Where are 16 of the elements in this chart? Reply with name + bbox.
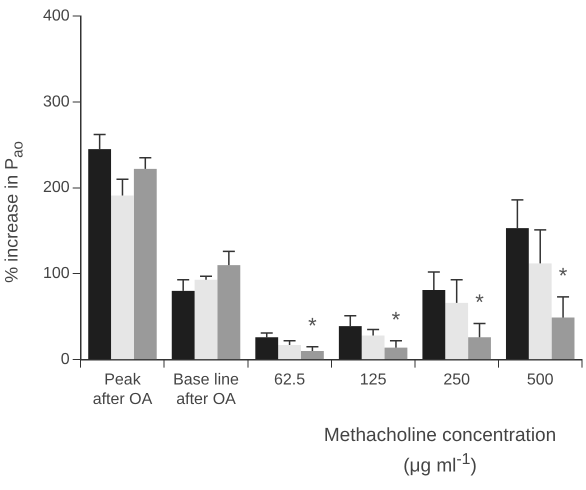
y-tick-label: 200 (42, 179, 70, 196)
annotation: * (308, 312, 318, 338)
y-tick-label: 400 (42, 7, 70, 24)
annotation: * (392, 306, 401, 332)
y-tick-label: 0 (60, 351, 70, 368)
annotation: * (558, 262, 568, 288)
x-tick-label: Peak after OA (92, 372, 153, 408)
annotation: * (475, 290, 484, 315)
x-tick-label: 250 (443, 372, 470, 389)
x-tick-label: 62.5 (274, 372, 306, 389)
x-tick-label: 500 (526, 372, 554, 389)
x-tick-label: 125 (360, 372, 387, 389)
y-tick-label: 300 (42, 93, 70, 110)
y-tick-label: 100 (42, 265, 70, 282)
x-tick-label: Base line after OA (173, 372, 240, 408)
x-axis-title: Methacholine concentration (μg ml$^{-1}$) (322, 424, 558, 478)
